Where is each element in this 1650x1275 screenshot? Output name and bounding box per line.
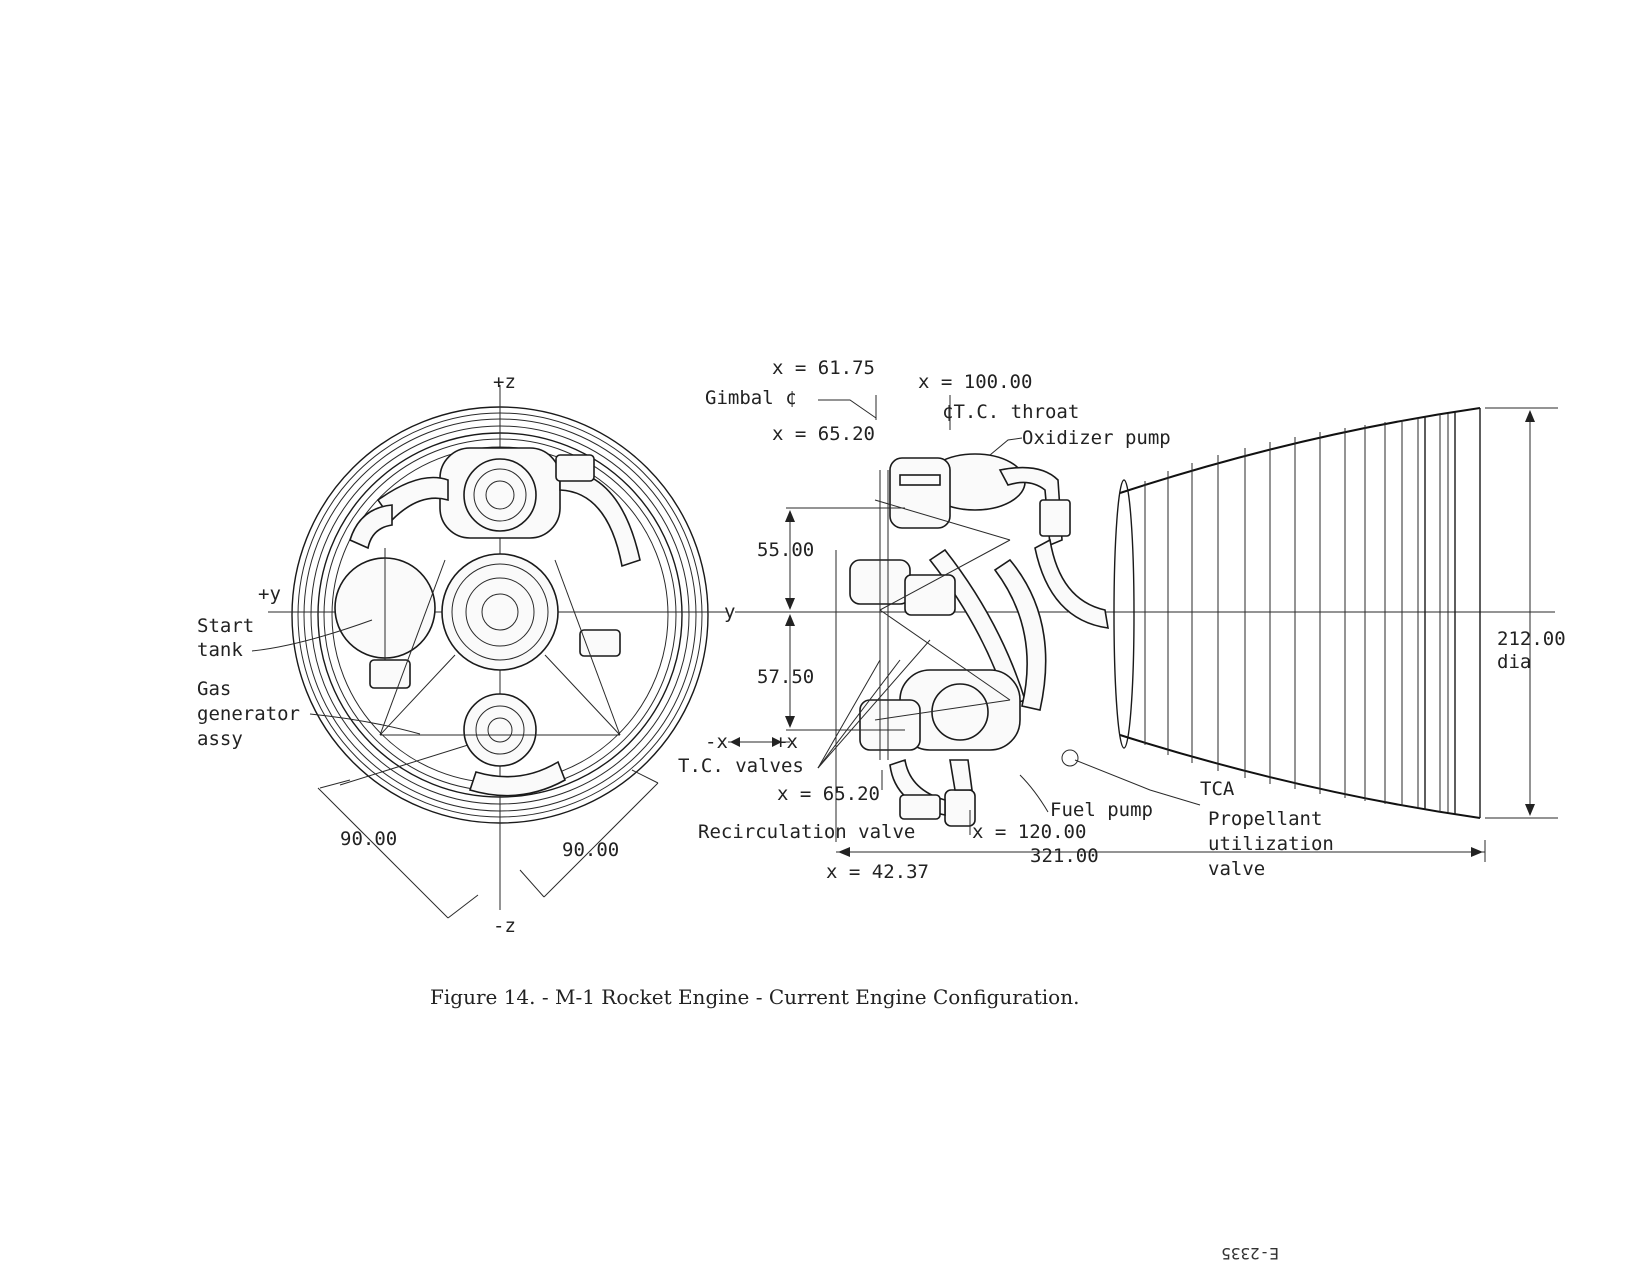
gas-generator-label-line3: assy — [197, 728, 243, 750]
fuel-pump-end — [463, 693, 537, 767]
propellant-label-line2: utilization — [1208, 833, 1334, 855]
plus-z-label: +z — [493, 371, 516, 393]
nozzle-diameter-dimension — [1485, 407, 1558, 819]
x-65-20-top-label: x = 65.20 — [772, 423, 875, 445]
x-120-label: x = 120.00 — [972, 821, 1086, 843]
y-label: y — [724, 601, 735, 623]
dimension-right-label: 90.00 — [562, 839, 619, 861]
propellant-label-line3: valve — [1208, 858, 1265, 880]
side-view: 212.00 dia — [678, 357, 1566, 883]
dimension-321-label: 321.00 — [1030, 845, 1099, 867]
minus-z-label: -z — [493, 915, 516, 937]
start-tank — [334, 548, 436, 668]
end-view-struts — [379, 559, 621, 736]
start-tank-label-line2: tank — [197, 639, 243, 661]
tc-valves-label: T.C. valves — [678, 755, 804, 777]
gas-generator-label-line1: Gas — [197, 678, 231, 700]
x-61-75-label: x = 61.75 — [772, 357, 875, 379]
x-65-20-bottom-label: x = 65.20 — [777, 783, 880, 805]
end-view-ducts — [349, 454, 641, 797]
side-view-leaders — [817, 399, 1201, 813]
nozzle-bell — [1113, 407, 1481, 819]
dimension-55-label: 55.00 — [757, 539, 814, 561]
tc-throat-label: ¢T.C. throat — [942, 401, 1079, 423]
minus-x-label: -x — [705, 731, 728, 753]
gas-generator-label-line2: generator — [197, 703, 300, 725]
x-42-37-label: x = 42.37 — [826, 861, 929, 883]
gas-generator-leader — [309, 713, 421, 735]
turbopump-assembly — [849, 453, 1109, 827]
start-tank-label-line1: Start — [197, 615, 254, 637]
propellant-label-line1: Propellant — [1208, 808, 1322, 830]
fuel-pump-label: Fuel pump — [1050, 799, 1153, 821]
dimension-57-label: 57.50 — [757, 666, 814, 688]
x-axis-arrows — [728, 737, 790, 747]
oxidizer-pump-label: Oxidizer pump — [1022, 427, 1171, 449]
figure-caption: Figure 14. - M-1 Rocket Engine - Current… — [430, 985, 1079, 1009]
dimension-90-right — [519, 769, 659, 898]
gimbal-label: Gimbal ¢ — [705, 387, 797, 409]
dimension-left-label: 90.00 — [340, 828, 397, 850]
vertical-dimensions — [785, 507, 905, 731]
x-100-label: x = 100.00 — [918, 371, 1032, 393]
station-lines — [835, 395, 971, 842]
plus-y-label: +y — [258, 583, 281, 605]
overall-length-dimension — [836, 840, 1486, 862]
start-tank-leader — [251, 619, 373, 652]
dia-label: dia — [1497, 651, 1531, 673]
end-view: +z -z +y y Start tank Gas generator assy… — [197, 371, 735, 937]
dimension-90-left — [317, 779, 479, 919]
oxidizer-pump-end — [439, 447, 561, 539]
plate-number: E-2335 — [1221, 1244, 1279, 1263]
diameter-label: 212.00 — [1497, 628, 1566, 650]
plus-x-label: +x — [775, 731, 798, 753]
recirculation-valve-label: Recirculation valve — [698, 821, 915, 843]
thrust-frame-struts — [874, 470, 1011, 760]
chamber-dome — [441, 553, 559, 671]
tca-label: TCA — [1200, 778, 1235, 800]
